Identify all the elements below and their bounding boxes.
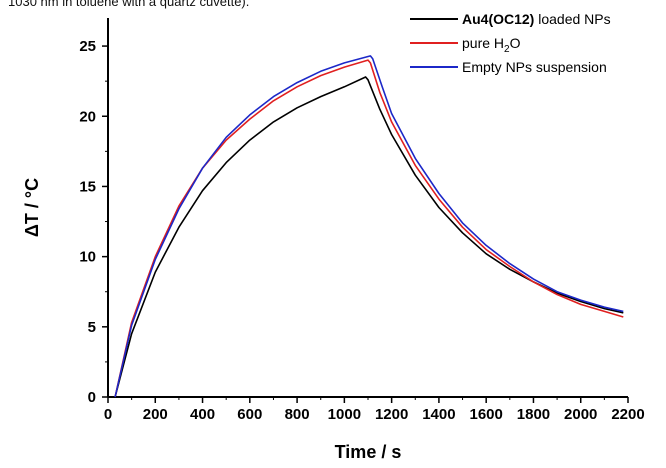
y-tick-label: 0 <box>88 389 96 406</box>
legend-label-water-sub: 2 <box>504 44 510 55</box>
legend-label-au4-bold: Au4(OC12) <box>462 11 534 27</box>
y-tick-label: 15 <box>79 178 96 195</box>
y-axis-title: ΔT / °C <box>22 178 42 237</box>
series-line-au4-loaded-nps <box>114 76 624 398</box>
x-axis-title: Time / s <box>335 442 402 462</box>
legend-label-water: pure H2O <box>462 35 521 55</box>
x-tick-label: 1600 <box>469 406 502 423</box>
x-ticks: 0 200 400 600 800 1000 1200 1400 1600 1800 2000 220… <box>104 397 645 423</box>
series-line-empty-nps <box>114 55 624 398</box>
x-tick-label: 2000 <box>564 406 597 423</box>
legend-entry-water: pure H2O <box>410 35 521 55</box>
x-tick-label: 400 <box>190 406 215 423</box>
legend-label-water-tail: O <box>510 35 521 51</box>
x-tick-label: 1800 <box>517 406 550 423</box>
x-tick-label: 200 <box>143 406 168 423</box>
y-tick-label: 20 <box>79 108 96 125</box>
series-layer <box>114 55 624 398</box>
x-tick-label: 600 <box>237 406 262 423</box>
legend-label-au4: Au4(OC12) loaded NPs <box>462 11 611 27</box>
y-tick-label: 25 <box>79 38 96 55</box>
legend-label-water-main: pure H <box>462 35 504 51</box>
legend: Au4(OC12) loaded NPs pure H2O Empty NPs … <box>410 11 611 75</box>
x-tick-label: 0 <box>104 406 112 423</box>
x-tick-label: 1000 <box>328 406 361 423</box>
legend-entry-empty: Empty NPs suspension <box>410 59 607 75</box>
x-tick-label: 800 <box>285 406 310 423</box>
legend-label-empty: Empty NPs suspension <box>462 59 607 75</box>
y-tick-label: 5 <box>88 319 96 336</box>
legend-entry-au4: Au4(OC12) loaded NPs <box>410 11 611 27</box>
x-tick-label: 2200 <box>611 406 644 423</box>
x-tick-label: 1200 <box>375 406 408 423</box>
caption-fragment: 1030 nm in toluene with a quartz cuvette… <box>8 0 250 9</box>
x-tick-label: 1400 <box>422 406 455 423</box>
y-tick-label: 10 <box>79 249 96 266</box>
series-line-pure-water <box>114 59 624 398</box>
y-ticks: 0 5 10 15 20 25 <box>79 38 108 406</box>
legend-label-au4-rest: loaded NPs <box>534 11 610 27</box>
